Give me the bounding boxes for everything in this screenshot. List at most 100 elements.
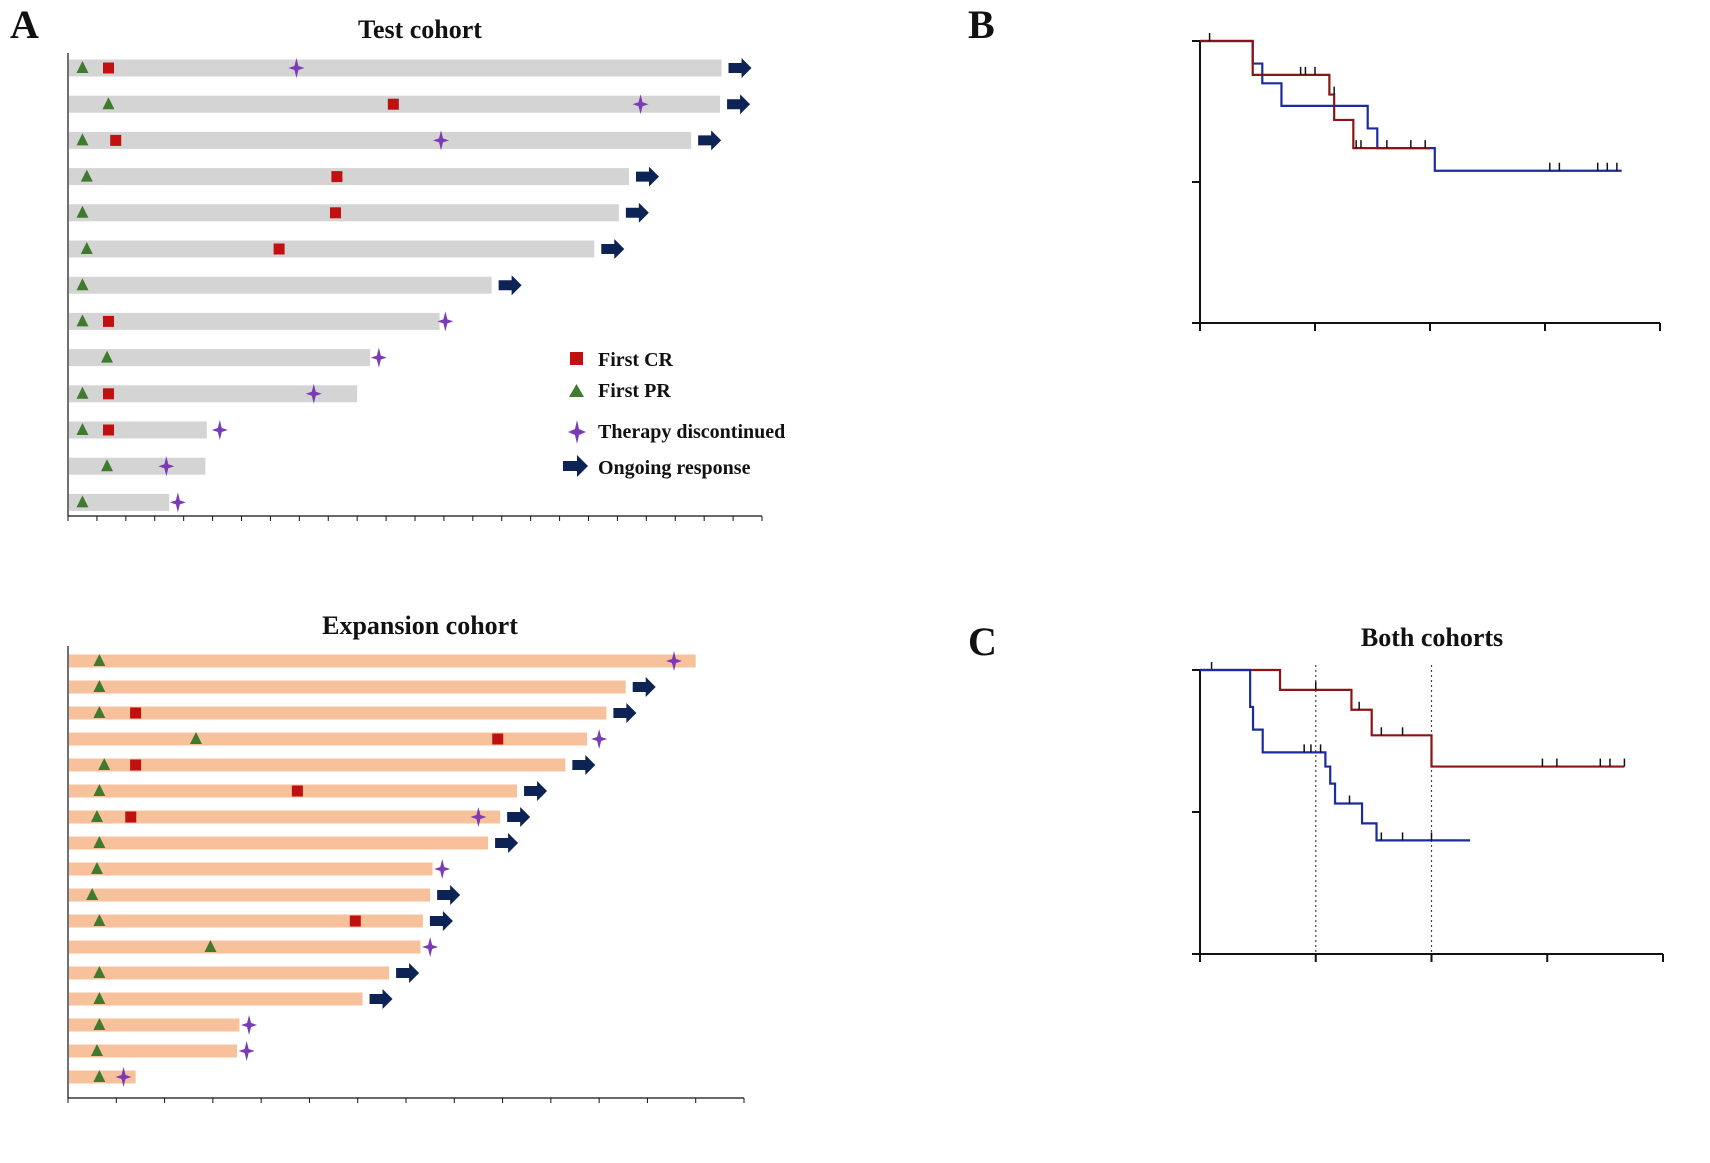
legend: First CR First PR Therapy discontinued O… — [563, 349, 785, 479]
first-pr-marker — [76, 205, 89, 218]
ongoing-response-arrow — [437, 885, 461, 905]
first-pr-marker — [101, 459, 114, 472]
response-bar — [69, 1044, 237, 1058]
response-bar — [69, 654, 696, 668]
first-cr-marker — [349, 915, 361, 927]
therapy-discontinued-marker — [433, 130, 450, 151]
first-cr-marker — [387, 98, 399, 110]
therapy-discontinued-marker — [370, 347, 387, 368]
panel-a-letter: A — [10, 2, 39, 47]
therapy-discontinued-marker — [241, 1015, 258, 1035]
first-pr-marker — [102, 97, 115, 110]
ongoing-response-arrow — [728, 58, 752, 78]
response-bar — [69, 312, 440, 330]
ongoing-response-arrow — [698, 130, 722, 151]
response-bar — [69, 349, 371, 367]
km-curve-pr — [1200, 668, 1471, 842]
first-pr-marker — [98, 758, 111, 770]
response-bar — [69, 421, 207, 439]
ongoing-response-arrow — [396, 963, 420, 983]
km-curve-cr — [1200, 668, 1625, 768]
first-cr-marker — [329, 207, 341, 219]
response-bar — [69, 680, 626, 694]
first-pr-marker — [93, 654, 106, 666]
legend-pr-marker — [569, 384, 584, 397]
first-pr-marker — [76, 314, 89, 327]
response-bar — [69, 457, 206, 475]
panel-b-letter: B — [968, 2, 995, 47]
therapy-discontinued-marker — [288, 58, 305, 78]
first-pr-marker — [76, 278, 89, 291]
first-cr-marker — [130, 707, 142, 719]
response-bar — [69, 836, 489, 850]
first-pr-marker — [93, 966, 106, 978]
legend-ongoing-label: Ongoing response — [598, 457, 751, 479]
response-bar — [69, 493, 170, 511]
expansion-cohort-title: Expansion cohort — [322, 611, 518, 640]
response-bar — [69, 1018, 240, 1032]
therapy-discontinued-marker — [434, 859, 451, 879]
therapy-discontinued-marker — [665, 651, 682, 671]
first-pr-marker — [93, 680, 106, 692]
therapy-discontinued-marker — [238, 1041, 255, 1061]
first-cr-marker — [102, 388, 114, 400]
response-bar — [69, 131, 692, 149]
first-cr-marker — [102, 62, 114, 74]
swimmer-plot-test — [67, 53, 763, 521]
ongoing-response-arrow — [601, 239, 625, 259]
legend-disc-marker — [568, 420, 586, 444]
response-bar — [69, 758, 566, 772]
response-bar — [69, 992, 363, 1006]
legend-disc-label: Therapy discontinued — [598, 421, 785, 443]
first-pr-marker — [93, 1018, 106, 1030]
km-curve-test-cohort — [1200, 39, 1622, 172]
response-bar — [69, 940, 421, 954]
therapy-discontinued-marker — [437, 311, 454, 332]
first-cr-marker — [130, 759, 142, 771]
legend-ongoing-marker — [563, 455, 588, 477]
first-pr-marker — [93, 836, 106, 848]
first-pr-marker — [93, 706, 106, 718]
therapy-discontinued-marker — [470, 807, 487, 827]
panel-c-letter: C — [968, 619, 997, 664]
therapy-discontinued-marker — [169, 492, 186, 513]
km-plot-c — [1192, 662, 1664, 962]
therapy-discontinued-marker — [115, 1067, 132, 1087]
ongoing-response-arrow — [495, 833, 519, 853]
first-pr-marker — [76, 423, 89, 435]
ongoing-response-arrow — [613, 703, 637, 723]
swimmer-plot-expansion — [67, 646, 745, 1103]
ongoing-response-arrow — [625, 202, 649, 223]
therapy-discontinued-marker — [591, 729, 608, 749]
first-pr-marker — [80, 242, 93, 254]
first-cr-marker — [273, 243, 285, 255]
first-pr-marker — [76, 61, 89, 73]
ongoing-response-arrow — [727, 94, 751, 115]
ongoing-response-arrow — [429, 911, 453, 931]
first-pr-marker — [93, 914, 106, 926]
response-bar — [69, 862, 433, 876]
response-bar — [69, 706, 607, 720]
first-pr-marker — [204, 940, 217, 952]
ongoing-response-arrow — [635, 166, 659, 187]
first-cr-marker — [331, 171, 343, 183]
response-bar — [69, 888, 431, 902]
first-pr-marker — [90, 1044, 103, 1056]
first-pr-marker — [93, 784, 106, 796]
first-pr-marker — [76, 495, 89, 508]
ongoing-response-arrow — [572, 755, 596, 775]
ongoing-response-arrow — [632, 677, 656, 697]
first-cr-marker — [291, 785, 303, 797]
first-cr-marker — [102, 424, 114, 436]
test-cohort-title: Test cohort — [358, 15, 482, 44]
first-pr-marker — [101, 350, 114, 363]
first-cr-marker — [102, 315, 114, 327]
therapy-discontinued-marker — [422, 937, 439, 957]
response-bar — [69, 59, 722, 77]
ongoing-response-arrow — [498, 275, 522, 296]
therapy-discontinued-marker — [632, 94, 649, 115]
therapy-discontinued-marker — [211, 420, 228, 440]
km-curve-expansion-cohort — [1200, 39, 1430, 150]
first-pr-marker — [93, 1070, 106, 1082]
both-cohorts-title: Both cohorts — [1361, 623, 1503, 652]
